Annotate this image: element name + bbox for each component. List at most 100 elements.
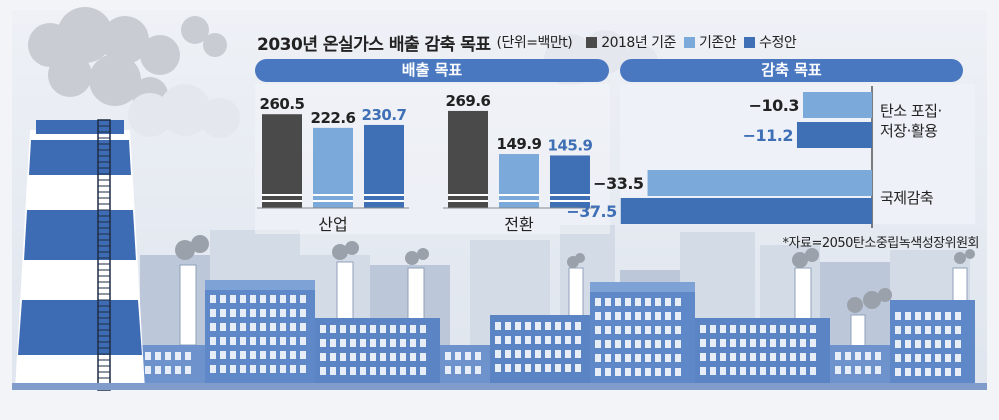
- window: [220, 323, 226, 331]
- window: [300, 323, 306, 331]
- window: [260, 309, 266, 317]
- window: [320, 339, 326, 347]
- window: [330, 353, 336, 361]
- window: [655, 326, 661, 334]
- window: [300, 309, 306, 317]
- legend-item-revised: 수정안: [744, 32, 797, 52]
- window: [350, 353, 356, 361]
- window: [270, 365, 276, 373]
- window: [625, 326, 631, 334]
- window: [250, 337, 256, 345]
- window: [565, 336, 571, 344]
- window: [270, 309, 276, 317]
- window: [290, 295, 296, 303]
- window: [875, 352, 881, 360]
- window: [925, 326, 931, 334]
- window: [810, 367, 816, 375]
- small-chimneys: [175, 235, 975, 356]
- window: [635, 298, 641, 306]
- legend-label-revised: 수정안: [759, 35, 797, 51]
- window: [770, 339, 776, 347]
- window: [185, 366, 191, 374]
- window: [955, 340, 961, 348]
- window: [240, 365, 246, 373]
- window: [330, 339, 336, 347]
- window: [575, 364, 581, 372]
- window: [390, 325, 396, 333]
- window: [340, 367, 346, 375]
- window: [835, 366, 841, 374]
- window: [800, 367, 806, 375]
- window: [675, 298, 681, 306]
- window: [350, 339, 356, 347]
- bar-탄소 포집·저장·활용-기존안: [802, 92, 872, 118]
- window: [605, 298, 611, 306]
- window: [800, 339, 806, 347]
- window: [280, 365, 286, 373]
- bar-국제감축-기존안: [647, 170, 872, 196]
- window: [925, 312, 931, 320]
- category-label: 탄소 포집·: [880, 102, 942, 120]
- window: [290, 323, 296, 331]
- window: [700, 325, 706, 333]
- bar-value-label: −33.5: [593, 174, 644, 193]
- window: [905, 312, 911, 320]
- window: [740, 353, 746, 361]
- window: [515, 322, 521, 330]
- window: [240, 295, 246, 303]
- window: [390, 353, 396, 361]
- bar-value-label: 222.6: [311, 109, 356, 127]
- window: [595, 368, 601, 376]
- window: [220, 295, 226, 303]
- window: [260, 337, 266, 345]
- window: [250, 351, 256, 359]
- window: [370, 353, 376, 361]
- window: [905, 368, 911, 376]
- window: [280, 295, 286, 303]
- window: [760, 353, 766, 361]
- window: [675, 312, 681, 320]
- window: [210, 351, 216, 359]
- window: [495, 336, 501, 344]
- window: [710, 339, 716, 347]
- window: [220, 351, 226, 359]
- window: [945, 368, 951, 376]
- window: [790, 367, 796, 375]
- window: [475, 366, 481, 374]
- window: [740, 339, 746, 347]
- window: [730, 353, 736, 361]
- window: [720, 325, 726, 333]
- window: [895, 312, 901, 320]
- window: [330, 325, 336, 333]
- window: [320, 353, 326, 361]
- bar-stripe: [448, 194, 488, 196]
- window: [605, 354, 611, 362]
- window: [700, 339, 706, 347]
- window: [665, 354, 671, 362]
- window: [155, 352, 161, 360]
- emission-bar-chart: 260.5 222.6 230.7 산업 269.6 149.9 145.9 전환: [257, 92, 595, 234]
- window: [175, 352, 181, 360]
- window: [290, 309, 296, 317]
- window: [770, 353, 776, 361]
- window: [220, 337, 226, 345]
- window: [505, 364, 511, 372]
- window: [230, 295, 236, 303]
- legend-swatch-2018: [586, 36, 598, 48]
- window: [800, 325, 806, 333]
- window: [575, 336, 581, 344]
- ground-strip: [12, 383, 987, 390]
- window: [605, 326, 611, 334]
- window: [810, 325, 816, 333]
- window: [915, 326, 921, 334]
- window: [720, 339, 726, 347]
- window: [165, 352, 171, 360]
- emission-panel-header: 배출 목표: [255, 59, 609, 82]
- window: [635, 340, 641, 348]
- window: [935, 368, 941, 376]
- window: [525, 336, 531, 344]
- window: [495, 322, 501, 330]
- window: [675, 326, 681, 334]
- window: [925, 340, 931, 348]
- window: [515, 364, 521, 372]
